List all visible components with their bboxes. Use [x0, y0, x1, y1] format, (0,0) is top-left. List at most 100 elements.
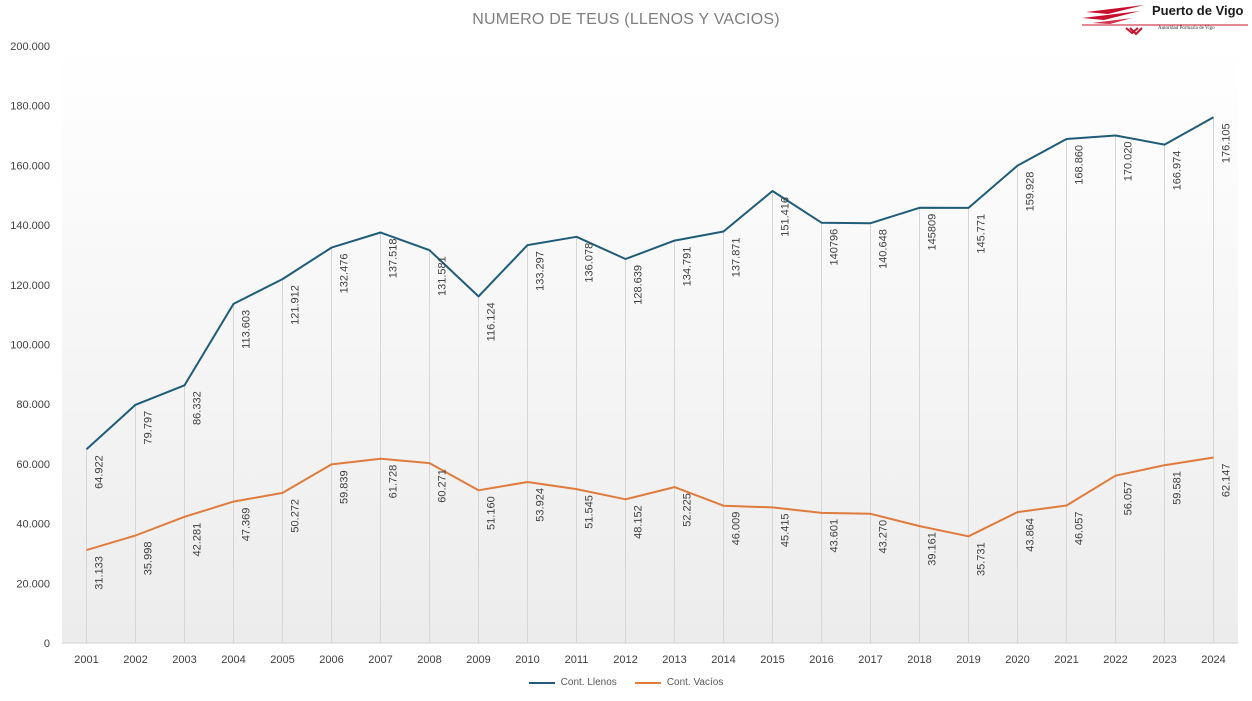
- legend-swatch-vacios: [634, 681, 661, 684]
- x-tick-label: 2001: [74, 654, 98, 666]
- data-label: 50.272: [290, 499, 302, 533]
- x-tick-label: 2006: [319, 654, 343, 666]
- data-label: 136.078: [584, 243, 596, 283]
- data-label: 47.369: [241, 508, 253, 542]
- logo-subtitle: Autoridad Portuaria de Vigo: [1158, 26, 1215, 31]
- data-label: 59.839: [339, 470, 351, 504]
- data-label: 113.603: [241, 310, 253, 349]
- x-tick-label: 2021: [1054, 654, 1078, 666]
- data-label: 31.133: [94, 556, 106, 590]
- legend-label-vacios: Cont. Vacíos: [666, 677, 724, 688]
- data-label: 56.057: [1123, 482, 1135, 516]
- data-label: 116.124: [486, 302, 498, 341]
- x-tick-label: 2016: [809, 654, 833, 666]
- data-label: 46.057: [1074, 512, 1086, 546]
- logo-mark-icon: [1082, 5, 1248, 36]
- y-tick-label: 140.000: [10, 220, 50, 232]
- x-tick-label: 2013: [662, 654, 686, 666]
- data-label: 133.297: [535, 251, 547, 291]
- y-axis: 0 20.000 40.000 60.000 80.000 100.000 120.000 1…: [10, 41, 50, 650]
- data-label: 35.731: [976, 542, 988, 576]
- x-tick-label: 2018: [907, 654, 931, 666]
- series-line-llenos: [85, 116, 1214, 450]
- data-label: 43.864: [1025, 518, 1037, 552]
- y-tick-label: 60.000: [16, 459, 50, 471]
- x-tick-label: 2008: [417, 654, 441, 666]
- data-label: 145.771: [976, 214, 988, 254]
- data-label: 140.648: [878, 229, 890, 269]
- y-tick-label: 160.000: [10, 160, 50, 172]
- logo-name: Puerto de Vigo: [1152, 3, 1244, 18]
- x-tick-label: 2004: [221, 654, 245, 666]
- x-tick-label: 2011: [565, 654, 589, 666]
- data-label: 46.009: [731, 512, 743, 546]
- x-tick-label: 2014: [711, 654, 735, 666]
- x-tick-label: 2015: [760, 654, 784, 666]
- x-tick-label: 2002: [123, 654, 147, 666]
- data-label: 43.601: [829, 519, 841, 553]
- x-tick-label: 2024: [1201, 654, 1225, 666]
- data-label: 60.271: [437, 469, 449, 503]
- x-tick-label: 2010: [515, 654, 539, 666]
- x-tick-label: 2007: [368, 654, 392, 666]
- data-label: 62.147: [1221, 463, 1233, 497]
- y-tick-label: 40.000: [16, 519, 50, 531]
- y-tick-label: 100.000: [10, 340, 50, 352]
- data-label: 168.860: [1074, 145, 1086, 185]
- data-label: 35.998: [143, 542, 155, 576]
- data-label: 121.912: [290, 285, 302, 325]
- data-label: 132.476: [339, 254, 351, 294]
- series-layer: [85, 116, 1214, 552]
- legend-item-vacios[interactable]: Cont. Vacíos: [634, 677, 724, 688]
- x-tick-label: 2022: [1103, 654, 1127, 666]
- x-tick-label: 2019: [956, 654, 980, 666]
- y-tick-label: 120.000: [10, 280, 50, 292]
- data-label: 159.928: [1025, 172, 1037, 212]
- data-label: 79.797: [143, 411, 155, 445]
- data-label: 151.416: [780, 197, 792, 237]
- data-label: 131.581: [437, 256, 449, 296]
- data-label: 51.160: [486, 496, 498, 530]
- x-axis: 2001 2002 2003 2004 2005 2006 2007 2008 2009 2010…: [74, 654, 1225, 666]
- data-label: 170.020: [1123, 141, 1135, 181]
- data-label: 45.415: [780, 513, 792, 547]
- data-label: 137.518: [388, 239, 400, 279]
- data-label: 86.332: [192, 391, 204, 425]
- x-tick-label: 2020: [1005, 654, 1029, 666]
- chart-title: NUMERO DE TEUS (LLENOS Y VACIOS): [472, 11, 780, 28]
- x-tick-label: 2017: [858, 654, 882, 666]
- data-label: 43.270: [878, 520, 890, 554]
- data-label: 53.924: [535, 488, 547, 522]
- data-label: 140796: [829, 229, 841, 266]
- y-tick-label: 80.000: [16, 399, 50, 411]
- data-label: 61.728: [388, 465, 400, 499]
- x-tick-label: 2005: [270, 654, 294, 666]
- plot-area: [62, 46, 1238, 643]
- data-label: 137.871: [731, 237, 743, 277]
- data-label: 48.152: [633, 505, 645, 539]
- data-label: 52.225: [682, 493, 694, 527]
- data-label: 39.161: [927, 532, 939, 566]
- series-line-vacios: [86, 456, 1214, 552]
- legend: Cont. Llenos Cont. Vacíos: [0, 677, 1252, 688]
- data-label: 51.545: [584, 495, 596, 529]
- data-label: 145809: [927, 214, 939, 251]
- data-label: 166.974: [1172, 151, 1184, 191]
- x-tick-label: 2012: [613, 654, 637, 666]
- gridlines: [62, 117, 1238, 644]
- y-tick-label: 200.000: [10, 41, 50, 53]
- data-label: 42.281: [192, 523, 204, 557]
- data-label: 128.639: [633, 265, 645, 305]
- x-tick-label: 2023: [1152, 654, 1176, 666]
- y-tick-label: 0: [44, 638, 50, 650]
- legend-swatch-llenos: [528, 681, 555, 684]
- data-label: 176.105: [1221, 123, 1233, 163]
- legend-item-llenos[interactable]: Cont. Llenos: [528, 677, 617, 688]
- x-tick-label: 2009: [466, 654, 490, 666]
- data-labels: 64.922 79.797 86.332 113.603 121.912 132.476 1…: [94, 123, 1233, 589]
- legend-label-llenos: Cont. Llenos: [560, 677, 617, 688]
- y-tick-label: 20.000: [16, 578, 50, 590]
- x-tick-label: 2003: [172, 654, 196, 666]
- data-label: 64.922: [94, 455, 106, 489]
